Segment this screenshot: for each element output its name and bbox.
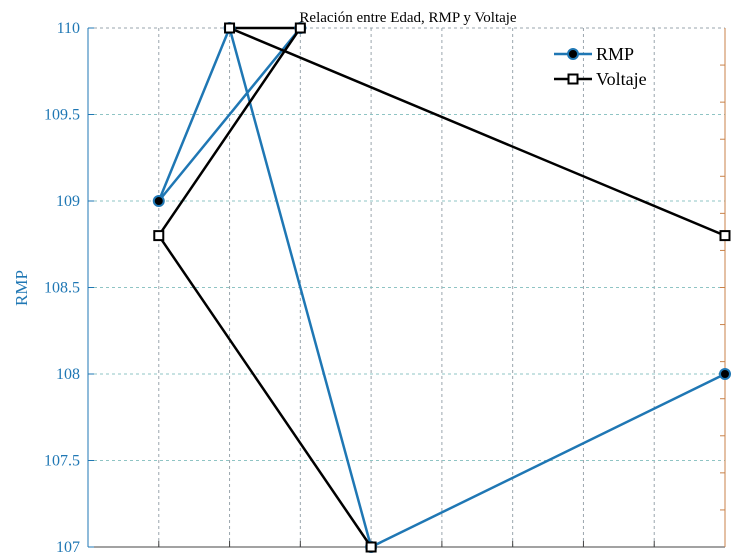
data-point-voltaje [719,230,731,242]
data-point-rmp [152,195,165,207]
data-point-voltaje [365,541,377,553]
legend: RMP Voltaje [554,44,647,89]
grid [88,27,725,547]
legend-marker-voltaje [567,73,579,85]
data-point-voltaje [153,230,165,242]
y-tick-label: 108.5 [44,280,80,297]
chart-title: Relación entre Edad, RMP y Voltaje [299,10,517,26]
legend-label-voltaje: Voltaje [596,69,647,89]
ticks: 107 107.5 108 108.5 109 109.5 110 [44,20,725,556]
y-tick-label: 109.5 [44,107,80,124]
data-point-voltaje [224,22,236,34]
legend-label-rmp: RMP [596,44,634,64]
y-tick-label: 107 [56,539,80,556]
y-tick-label: 108 [56,366,80,383]
y-tick-label: 110 [57,20,80,37]
y-tick-label: 107.5 [44,453,80,470]
series [152,22,731,553]
data-point-rmp [719,368,731,380]
data-point-voltaje [294,22,306,34]
y-axis-label: RMP [12,270,31,306]
legend-marker-rmp [567,48,579,60]
y-tick-label: 109 [56,193,80,210]
